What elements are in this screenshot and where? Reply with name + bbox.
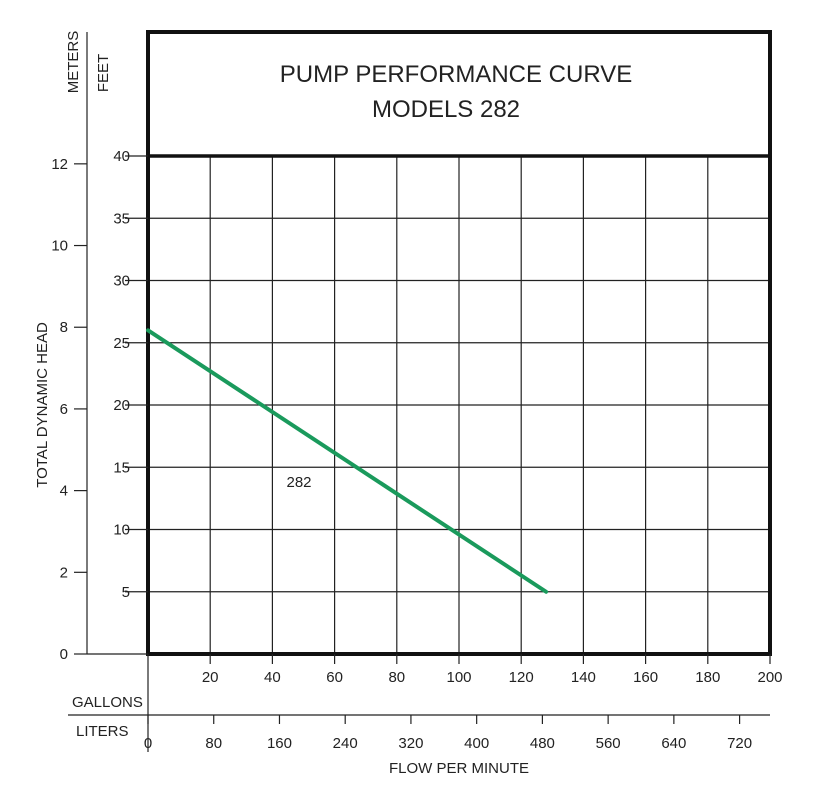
x-gallon-tick-label: 20 [202,669,219,686]
chart-subtitle: MODELS 282 [372,96,520,123]
y-meter-tick-label: 10 [51,238,68,255]
x-liter-tick-label: 160 [267,735,292,752]
axis-lines [68,30,772,752]
x-liter-tick-label: 320 [398,735,423,752]
x-gallon-tick-label: 100 [446,669,471,686]
x-liter-tick-label: 640 [661,735,686,752]
y-feet-tick-label: 40 [113,148,130,165]
y-meter-tick-label: 2 [60,564,68,581]
chart-title: PUMP PERFORMANCE CURVE [280,61,633,88]
x-liter-tick-label: 80 [205,735,222,752]
feet-unit-label: FEET [95,54,112,92]
x-liter-tick-label: 240 [333,735,358,752]
x-liter-tick-label: 560 [596,735,621,752]
y-feet-tick-label: 30 [113,273,130,290]
gallons-unit-label: GALLONS [72,694,143,711]
y-meter-ticks: 0 2 4 6 8 10 12 [51,156,87,663]
x-liter-tick-label: 480 [530,735,555,752]
x-gallon-ticks: 20 40 60 80 100 120 140 160 180 200 [202,654,783,686]
y-feet-tick-label: 25 [113,335,130,352]
y-meter-tick-label: 4 [60,483,68,500]
y-feet-tick-label: 20 [113,397,130,414]
series-label-282: 282 [286,474,311,491]
x-gallon-tick-label: 180 [695,669,720,686]
y-meter-tick-label: 6 [60,401,68,418]
series-line-282 [146,328,549,594]
x-gallon-tick-label: 160 [633,669,658,686]
y-feet-tick-label: 15 [113,459,130,476]
x-liter-tick-label: 400 [464,735,489,752]
y-feet-tick-label: 5 [122,584,130,601]
x-liter-tick-label: 0 [144,735,152,752]
x-gallon-tick-label: 40 [264,669,281,686]
x-gallon-tick-label: 120 [509,669,534,686]
x-gallon-tick-label: 80 [388,669,405,686]
x-liter-tick-label: 720 [727,735,752,752]
x-gallon-tick-label: 200 [757,669,782,686]
x-axis-label: FLOW PER MINUTE [389,760,529,777]
x-gallon-tick-label: 140 [571,669,596,686]
series: 282 [146,328,549,594]
liters-unit-label: LITERS [76,723,129,740]
x-liter-ticks: 0 80 160 240 320 400 480 560 640 720 [144,715,752,752]
y-axis-label: TOTAL DYNAMIC HEAD [34,322,51,488]
x-gallon-tick-label: 60 [326,669,343,686]
y-meter-tick-label: 8 [60,319,68,336]
y-meter-tick-label: 0 [60,646,68,663]
y-feet-tick-label: 10 [113,522,130,539]
y-feet-tick-label: 35 [113,210,130,227]
meters-unit-label: METERS [65,31,82,94]
grid [148,156,770,654]
y-feet-ticks: 5 10 15 20 25 30 35 40 [113,148,148,601]
y-meter-tick-label: 12 [51,156,68,173]
